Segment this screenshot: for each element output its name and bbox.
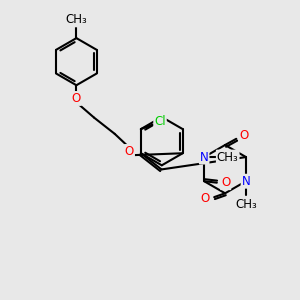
Text: N: N xyxy=(200,151,208,164)
Text: O: O xyxy=(72,92,81,105)
Text: O: O xyxy=(221,176,230,189)
Text: O: O xyxy=(201,192,210,205)
Text: Cl: Cl xyxy=(154,115,166,128)
Text: O: O xyxy=(125,145,134,158)
Text: CH₃: CH₃ xyxy=(217,151,239,164)
Text: N: N xyxy=(242,175,250,188)
Text: CH₃: CH₃ xyxy=(65,14,87,26)
Text: O: O xyxy=(239,129,248,142)
Text: CH₃: CH₃ xyxy=(235,198,257,211)
